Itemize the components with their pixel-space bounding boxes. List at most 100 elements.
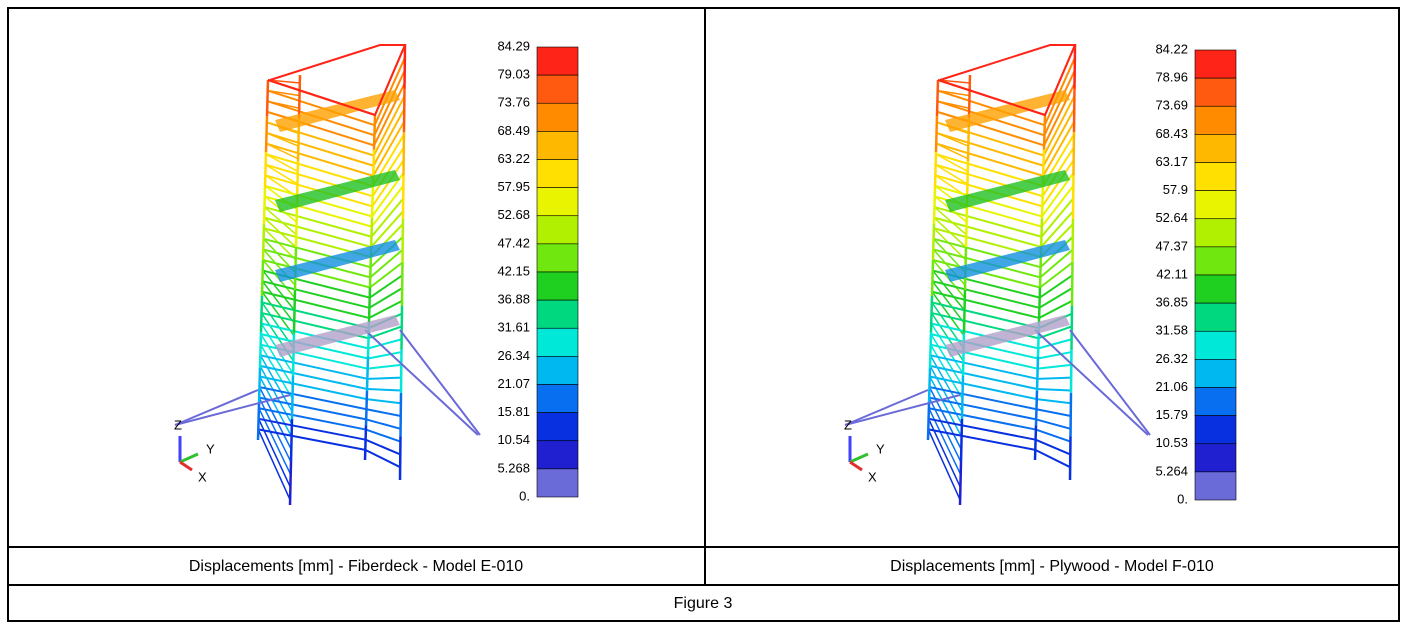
panel: 84.29 79.03 73.76 68.49 63.22 57.95 52.68 47.42…	[174, 38, 579, 506]
member	[400, 305, 404, 350]
color-swatch	[1194, 359, 1237, 388]
member	[931, 291, 965, 337]
color-swatch	[536, 159, 579, 188]
color-swatch	[536, 299, 579, 329]
member	[933, 216, 1042, 248]
footer: Figure 3	[674, 595, 733, 612]
member	[932, 270, 966, 312]
member	[1043, 82, 1076, 146]
scale-label: 21.07	[497, 376, 530, 391]
member	[931, 301, 1040, 330]
member	[259, 295, 264, 333]
color-swatch	[536, 468, 579, 498]
member	[1069, 329, 1151, 436]
platform	[945, 90, 1070, 132]
member	[400, 262, 404, 307]
scale-label: 42.11	[1156, 266, 1188, 281]
member	[928, 396, 1037, 421]
member	[365, 438, 401, 456]
member	[935, 142, 1044, 177]
member	[402, 88, 406, 133]
member	[370, 197, 405, 238]
scale-label: 26.32	[1155, 351, 1188, 366]
color-swatch	[1194, 190, 1237, 220]
scale-label: 5.268	[497, 460, 530, 475]
member	[294, 203, 299, 248]
member	[258, 417, 366, 441]
member	[402, 131, 406, 176]
color-swatch	[1194, 105, 1237, 135]
member	[934, 206, 1042, 238]
member	[1035, 438, 1071, 456]
member	[267, 44, 407, 117]
member	[928, 417, 1036, 441]
member	[934, 115, 939, 153]
member	[1070, 305, 1074, 350]
member	[369, 274, 403, 299]
member	[930, 333, 964, 387]
color-swatch	[1194, 302, 1237, 332]
member	[1069, 392, 1073, 437]
member	[366, 408, 401, 418]
member	[257, 367, 262, 405]
axis-y	[179, 452, 199, 464]
color-swatch	[536, 187, 579, 217]
platform	[945, 240, 1070, 282]
scale-label: 36.88	[497, 292, 530, 307]
member	[932, 280, 1040, 309]
member	[1072, 88, 1076, 133]
member	[1036, 398, 1072, 405]
member	[266, 131, 374, 167]
axis-label: Z	[844, 417, 852, 432]
member	[367, 387, 402, 392]
member	[369, 248, 404, 279]
member	[263, 206, 297, 236]
color-swatch	[536, 131, 579, 160]
member	[262, 187, 267, 225]
scale-label: 10.53	[1155, 435, 1188, 450]
member	[929, 376, 963, 438]
member	[258, 428, 366, 451]
member	[928, 407, 1037, 431]
member	[1039, 248, 1074, 279]
scale-label: 26.34	[497, 348, 530, 363]
member	[369, 261, 404, 289]
scale-label: 57.9	[1163, 182, 1188, 197]
member	[1040, 197, 1075, 238]
member	[262, 270, 296, 312]
panel: 84.22 78.96 73.69 68.43 63.17 57.9 52.64 47.37 4…	[844, 41, 1237, 506]
member	[1037, 338, 1072, 350]
member	[267, 89, 376, 127]
member	[265, 164, 299, 185]
color-swatch	[536, 243, 579, 273]
member	[260, 259, 265, 297]
member	[258, 396, 367, 421]
member	[964, 203, 969, 248]
member	[372, 121, 405, 177]
member	[1043, 70, 1076, 136]
member	[290, 375, 295, 420]
color-swatch	[1194, 246, 1237, 276]
member	[363, 425, 368, 461]
color-swatch	[536, 356, 579, 385]
member	[261, 301, 370, 330]
axis-label: Z	[174, 417, 182, 432]
member	[1042, 121, 1075, 177]
scale-label: 31.61	[497, 320, 530, 335]
member	[372, 95, 406, 157]
member	[291, 332, 296, 377]
member	[1070, 262, 1074, 307]
color-swatch	[1194, 274, 1237, 304]
scale-label: 5.264	[1155, 463, 1188, 478]
member	[265, 79, 270, 117]
scale-label: 68.49	[497, 123, 530, 138]
member	[365, 418, 401, 430]
tower-image	[174, 44, 481, 506]
member	[372, 114, 377, 150]
member	[928, 428, 1036, 451]
platform	[275, 240, 400, 282]
color-swatch	[1194, 134, 1237, 163]
member	[370, 185, 405, 228]
member	[1035, 418, 1071, 430]
